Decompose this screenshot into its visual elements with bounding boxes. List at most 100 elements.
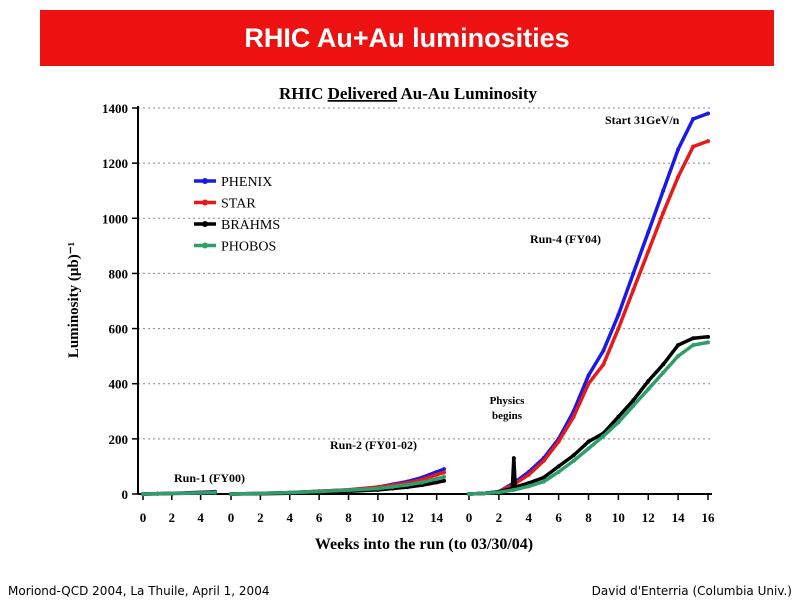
y-tick-label: 200 xyxy=(109,432,129,447)
x-tick-label: 10 xyxy=(371,510,384,525)
legend-label-star: STAR xyxy=(221,197,256,212)
x-tick-label: 0 xyxy=(466,510,473,525)
data-point-phobos xyxy=(676,354,681,359)
data-point-brahms xyxy=(706,334,710,339)
data-point-phobos xyxy=(213,490,217,495)
data-point-phobos xyxy=(541,479,546,484)
annotation: Run-1 (FY00) xyxy=(174,471,245,485)
data-point-phobos xyxy=(229,492,233,496)
data-point-phenix xyxy=(616,312,621,317)
data-point-phobos xyxy=(616,420,621,425)
x-tick-label: 12 xyxy=(401,510,414,525)
data-point-phobos xyxy=(419,480,424,485)
series-line-phobos xyxy=(142,490,216,496)
data-point-brahms xyxy=(442,478,446,483)
data-point-phobos xyxy=(631,403,636,408)
legend-label-brahms: BRAHMS xyxy=(221,218,280,233)
data-point-star xyxy=(556,439,561,444)
legend-label-phobos: PHOBOS xyxy=(221,240,276,255)
x-tick-label: 10 xyxy=(612,510,625,525)
y-tick-label: 800 xyxy=(109,266,129,281)
x-tick-label: 14 xyxy=(430,510,444,525)
data-point-brahms xyxy=(616,414,621,419)
data-point-brahms xyxy=(646,378,651,383)
data-point-phenix xyxy=(442,467,446,472)
x-tick-label: 2 xyxy=(496,510,503,525)
data-point-brahms xyxy=(526,480,531,485)
x-tick-label: 2 xyxy=(169,510,176,525)
annotation: Run-4 (FY04) xyxy=(530,232,601,246)
data-point-phobos xyxy=(646,387,651,392)
data-point-star xyxy=(601,362,606,367)
data-point-phobos xyxy=(691,343,696,348)
data-point-phenix xyxy=(646,230,651,235)
data-point-phobos xyxy=(375,486,380,491)
data-point-brahms xyxy=(676,343,681,348)
data-point-phobos xyxy=(434,476,439,481)
x-tick-label: 16 xyxy=(702,510,716,525)
y-tick-label: 600 xyxy=(109,322,129,337)
data-point-phobos xyxy=(601,434,606,439)
data-point-phobos xyxy=(586,446,591,451)
data-point-star xyxy=(541,458,546,463)
data-point-star xyxy=(526,472,531,477)
data-point-brahms xyxy=(556,464,561,469)
data-point-phobos xyxy=(481,491,486,496)
data-point-phobos xyxy=(526,484,531,489)
data-point-phenix xyxy=(601,348,606,353)
annotation: begins xyxy=(492,410,523,422)
x-tick-label: 2 xyxy=(257,510,264,525)
x-tick-label: 8 xyxy=(345,510,352,525)
y-tick-label: 1400 xyxy=(102,101,128,116)
data-point-phobos xyxy=(198,490,203,495)
data-point-brahms xyxy=(661,362,666,367)
data-point-phobos xyxy=(287,490,292,495)
legend-label-phenix: PHENIX xyxy=(221,175,272,190)
data-point-star xyxy=(434,472,439,477)
data-point-star xyxy=(571,414,576,419)
y-tick-label: 400 xyxy=(109,377,129,392)
annotation: Physics xyxy=(490,395,526,407)
data-point-phobos xyxy=(706,340,710,345)
data-point-phobos xyxy=(661,370,666,375)
x-axis-label: Weeks into the run (to 03/30/04) xyxy=(315,536,533,553)
data-point-brahms xyxy=(571,453,576,458)
annotation: Start 31GeV/n xyxy=(605,113,680,127)
data-point-phobos xyxy=(442,474,446,479)
data-point-phobos xyxy=(169,491,174,496)
legend-marker-phobos xyxy=(202,242,208,249)
x-tick-label: 4 xyxy=(197,510,204,525)
data-point-star xyxy=(706,139,710,144)
x-tick-label: 0 xyxy=(228,510,235,525)
legend-marker-brahms xyxy=(202,221,208,227)
data-point-star xyxy=(646,249,651,254)
legend-marker-phenix xyxy=(202,178,208,184)
footer-author: David d'Enterria (Columbia Univ.) xyxy=(591,584,792,598)
x-tick-label: 0 xyxy=(140,510,147,525)
data-point-brahms xyxy=(631,398,636,403)
title-banner: RHIC Au+Au luminosities xyxy=(40,10,774,66)
y-tick-label: 0 xyxy=(122,487,129,502)
data-point-phenix xyxy=(586,373,591,378)
footer-conference: Moriond-QCD 2004, La Thuile, April 1, 20… xyxy=(8,584,270,598)
data-point-phenix xyxy=(676,147,681,152)
data-point-phobos xyxy=(571,458,576,463)
y-tick-label: 1200 xyxy=(102,156,128,171)
data-point-phobos xyxy=(511,487,516,492)
data-point-brahms xyxy=(541,475,546,480)
data-point-star xyxy=(616,326,621,331)
x-tick-label: 4 xyxy=(287,510,294,525)
data-point-phobos xyxy=(258,491,263,496)
chart-legend: PHENIX STAR BRAHMS PHOBOS xyxy=(194,175,280,255)
data-point-phenix xyxy=(691,117,696,122)
data-point-phobos xyxy=(405,482,410,487)
y-axis-label: Luminosity (μb)⁻¹ xyxy=(66,242,82,358)
plot-area: 0 200 400 600 800 1000 1200 1400 0 2 4 0 2 4 6 8 10 12 14 0… xyxy=(102,101,715,525)
x-tick-label: 6 xyxy=(316,510,323,525)
data-point-phobos xyxy=(467,492,471,496)
data-point-phobos xyxy=(141,492,145,496)
data-point-star xyxy=(586,381,591,386)
data-point-phenix xyxy=(706,111,710,116)
data-point-phobos xyxy=(184,491,189,496)
